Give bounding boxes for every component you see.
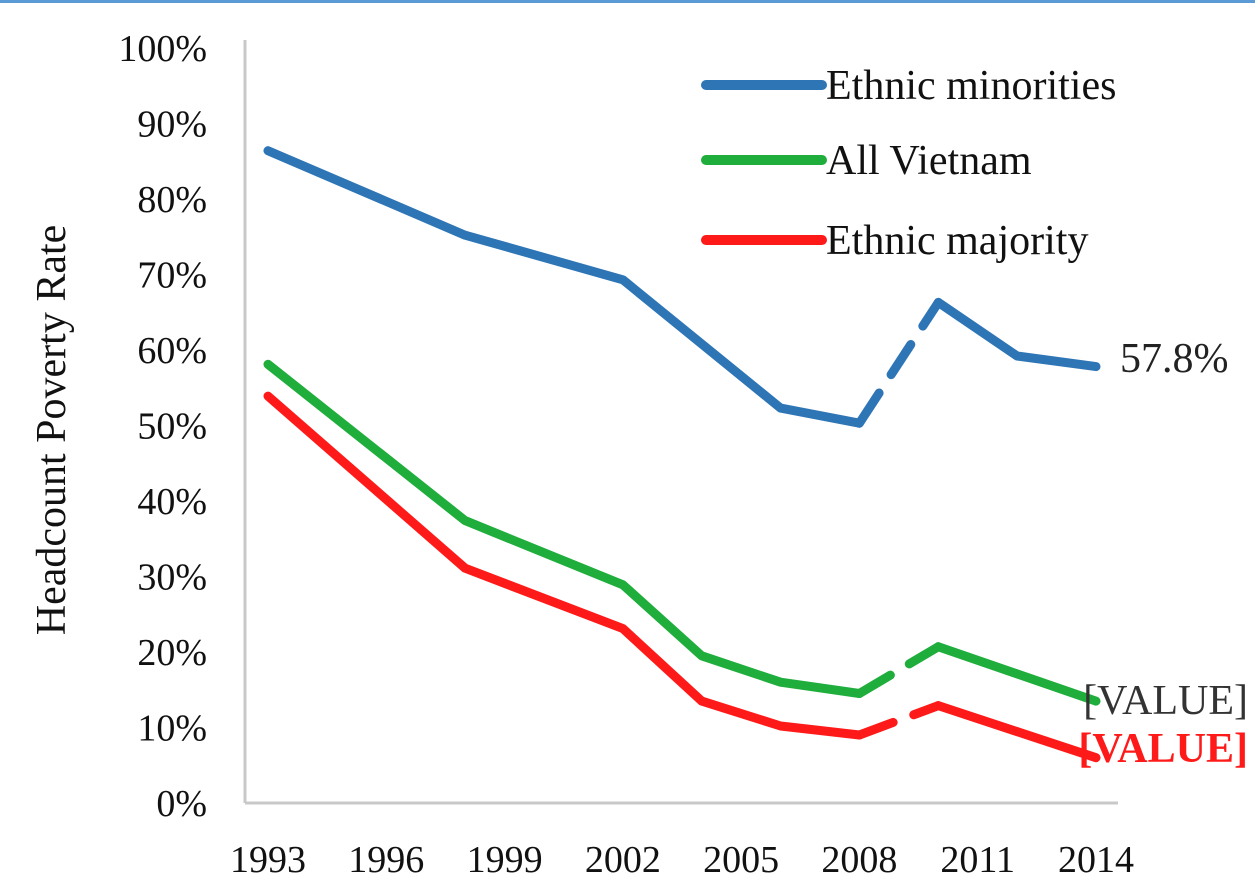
series-line-3 [263,391,864,740]
legend: Ethnic minorities All Vietnam Ethnic major… [701,63,1116,264]
legend-label-1: Ethnic minorities [826,63,1116,109]
end-label-2: [VALUE] [1083,678,1248,724]
end-labels: 57.8% [VALUE][VALUE] [1078,336,1248,772]
y-tick-label: 90% [137,104,207,146]
x-tick-labels: 1993 1996 1999 2002 2005 2008 2011 2014 [230,839,1134,881]
y-tick-labels: 0% 10% 20% 30% 40% 50% 60% 70% 80% 90% 100% [118,28,207,825]
x-tick-label: 2005 [703,839,779,881]
series-line-1 [263,146,864,428]
series-line-3 [933,701,1101,763]
y-tick-label: 80% [137,179,207,221]
series-line-1-gap [854,297,943,428]
series-lines [263,146,1101,763]
end-label-3: [VALUE] [1078,726,1248,772]
x-tick-label: 2011 [940,839,1015,881]
x-tick-label: 1996 [348,839,424,881]
y-tick-label: 50% [137,406,207,448]
series-line-2 [263,359,864,698]
top-border-rule [0,0,1255,3]
legend-label-3: Ethnic majority [826,218,1088,264]
y-tick-label: 60% [137,330,207,372]
series-line-1 [933,297,1101,372]
y-tick-label: 40% [137,481,207,523]
end-label-1: 57.8% [1120,336,1229,382]
x-tick-label: 1999 [467,839,543,881]
y-tick-label: 100% [118,28,207,70]
series-line-2-gap [854,642,943,698]
x-tick-label: 2014 [1058,839,1134,881]
y-tick-label: 20% [137,632,207,674]
x-tick-label: 2008 [821,839,897,881]
y-axis-title: Headcount Poverty Rate [29,225,75,636]
legend-label-2: All Vietnam [826,138,1032,184]
series-line-2 [933,642,1101,706]
series-line-3-gap [854,701,943,740]
y-tick-label: 30% [137,557,207,599]
y-axis-title-group: Headcount Poverty Rate [29,225,75,636]
y-tick-label: 70% [137,255,207,297]
x-tick-label: 2002 [585,839,661,881]
y-tick-label: 10% [137,708,207,750]
y-tick-label: 0% [156,783,207,825]
x-tick-label: 1993 [230,839,306,881]
